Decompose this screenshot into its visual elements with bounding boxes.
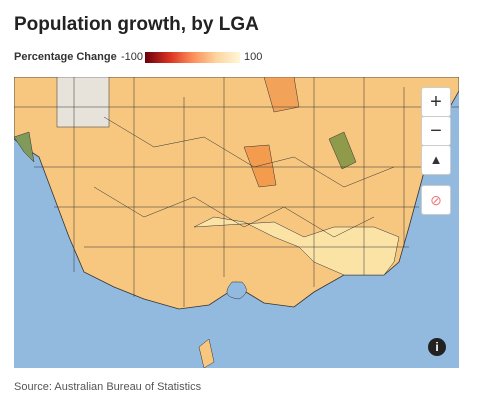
- zoom-out[interactable]: −: [421, 116, 451, 146]
- legend-max: 100: [244, 51, 263, 63]
- title: Population growth, by LGA: [14, 14, 259, 35]
- zoom-in[interactable]: +: [421, 87, 451, 117]
- legend-gradient: [145, 52, 240, 63]
- geolocate[interactable]: ⊘: [421, 185, 451, 215]
- legend-min: -100: [121, 51, 144, 63]
- compass[interactable]: ▲: [421, 145, 451, 175]
- map[interactable]: i: [14, 77, 459, 368]
- svg-text:i: i: [435, 340, 438, 354]
- legend-label: Percentage Change: [14, 51, 117, 63]
- source: Source: Australian Bureau of Statistics: [14, 381, 202, 393]
